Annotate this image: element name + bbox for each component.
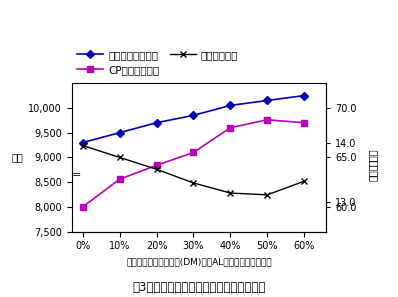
- CP自給率（％）: [228, 126, 233, 129]
- Legend: 農業所得（千円）, CP自給率（％）, 乳飼比（％）: 農業所得（千円）, CP自給率（％）, 乳飼比（％）: [77, 50, 238, 75]
- 農業所得（千円）: [154, 121, 159, 124]
- 乳飼比（％）: [265, 193, 270, 197]
- 乳飼比（％）: [191, 181, 196, 185]
- Text: 自給率: 自給率: [367, 148, 377, 166]
- 乳飼比（％）: [302, 179, 306, 183]
- 農業所得（千円）: [191, 113, 196, 117]
- Text: 乳飼比: 乳飼比: [367, 163, 377, 181]
- 乳飼比（％）: [154, 168, 159, 171]
- 乳飼比（％）: [228, 191, 233, 195]
- 乳飼比（％）: [117, 156, 122, 159]
- CP自給率（％）: [302, 121, 306, 124]
- 農業所得（千円）: [80, 141, 85, 144]
- Y-axis label: 所得: 所得: [11, 152, 23, 162]
- Line: CP自給率（％）: CP自給率（％）: [80, 117, 307, 210]
- Line: 農業所得（千円）: 農業所得（千円）: [80, 93, 307, 145]
- 農業所得（千円）: [228, 104, 233, 107]
- Text: 図3　単播アルファルファ導入の経営効果: 図3 単播アルファルファ導入の経営効果: [132, 281, 266, 294]
- 農業所得（千円）: [302, 94, 306, 97]
- X-axis label: 椊乳牛に与える粗飼料(DM)中のALサイレージ給与割合: 椊乳牛に与える粗飼料(DM)中のALサイレージ給与割合: [126, 257, 272, 266]
- Line: 乳飼比（％）: 乳飼比（％）: [79, 142, 308, 198]
- CP自給率（％）: [265, 118, 270, 121]
- CP自給率（％）: [80, 205, 85, 209]
- 乳飼比（％）: [80, 144, 85, 147]
- CP自給率（％）: [154, 164, 159, 167]
- Text: =: =: [72, 170, 81, 180]
- CP自給率（％）: [191, 151, 196, 154]
- 農業所得（千円）: [265, 99, 270, 102]
- 農業所得（千円）: [117, 131, 122, 135]
- CP自給率（％）: [117, 177, 122, 181]
